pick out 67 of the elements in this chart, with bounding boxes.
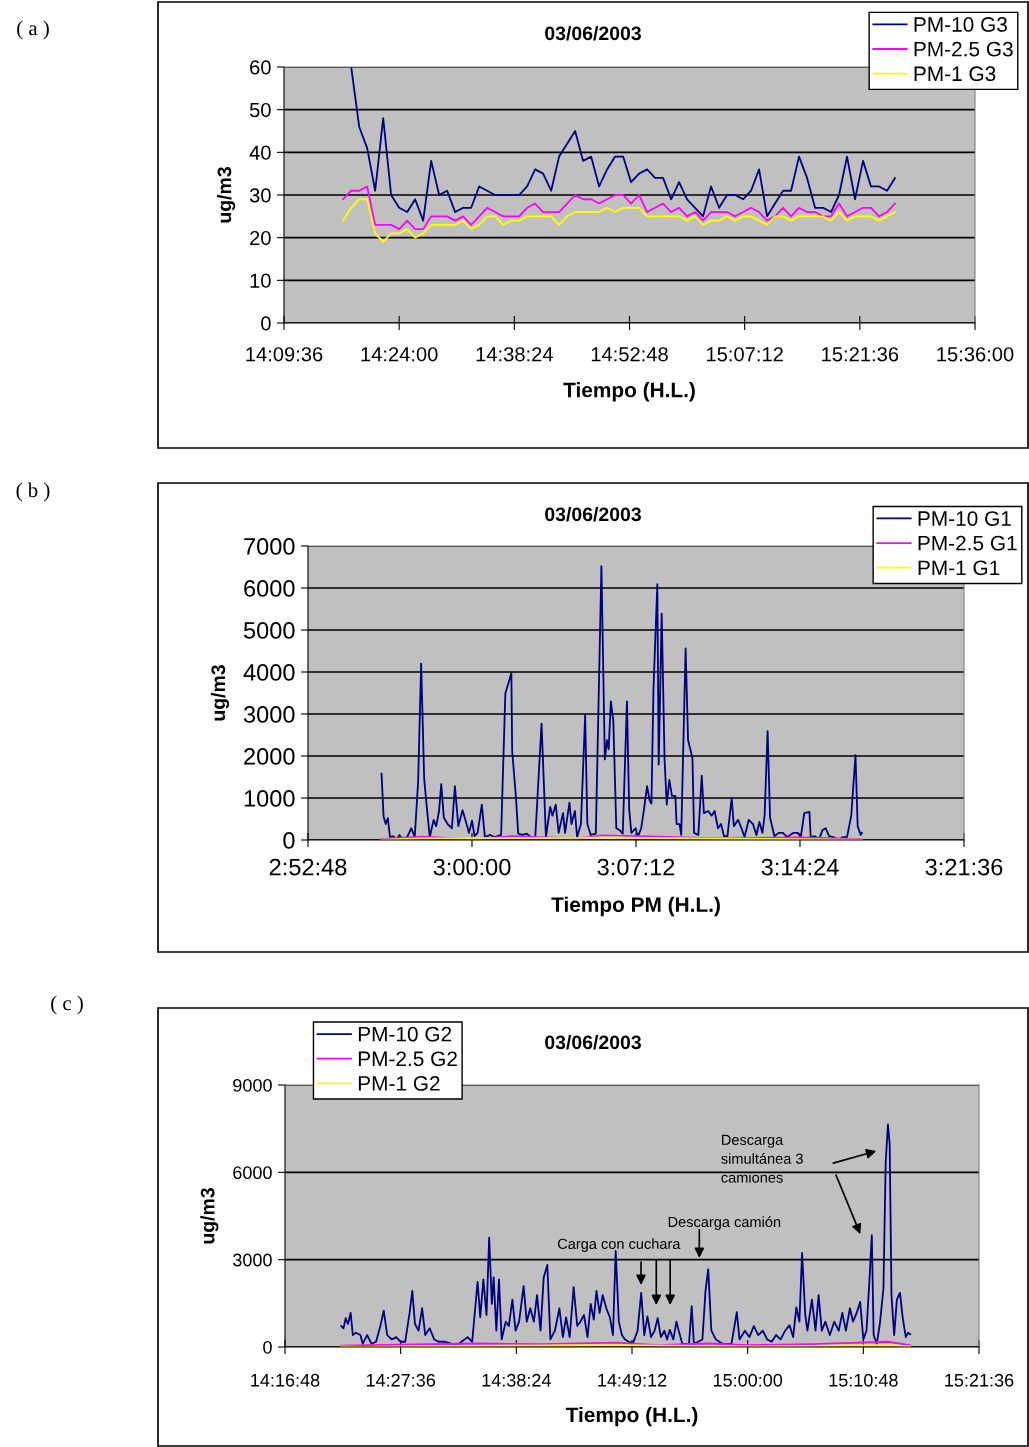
x-tick-label: 14:38:24 (476, 347, 553, 362)
legend-label: PM-10 G2 (358, 1026, 452, 1042)
line-series (342, 185, 896, 231)
y-axis-title: ug/m3 (210, 665, 230, 721)
x-tick-label: 15:10:48 (829, 1373, 898, 1387)
text: ( b ) (16, 482, 50, 502)
chart-title: 03/06/2003 (545, 25, 641, 41)
y-axis-title: ug/m3 (200, 1188, 219, 1244)
y-tick-label: 4000 (243, 664, 295, 681)
x-tick-label: 3:07:12 (597, 858, 675, 876)
y-tick-label: 0 (283, 832, 295, 849)
legend-label: PM-10 G3 (914, 17, 1007, 32)
x-axis-title: Tiempo (H.L.) (563, 382, 695, 402)
line-series (380, 565, 863, 840)
legend-label: PM-1 G2 (358, 1076, 440, 1091)
y-tick-label: 3000 (243, 706, 295, 723)
x-tick-label: 15:07:12 (707, 347, 783, 362)
legend-label: PM-2.5 G2 (358, 1051, 457, 1067)
legend-label: PM-10 G1 (918, 511, 1011, 526)
y-tick-label: 0 (261, 316, 271, 331)
y-tick-label: 50 (249, 102, 271, 118)
x-tick-label: 14:49:12 (598, 1373, 667, 1387)
y-tick-label: 5000 (243, 622, 295, 639)
legend-label: PM-2.5 G1 (918, 535, 1017, 551)
annotation: Descarga camión (668, 1216, 781, 1230)
x-tick-label: 3:00:00 (433, 858, 511, 876)
legend-label: PM-1 G1 (918, 560, 1000, 576)
y-tick-label: 0 (263, 1340, 272, 1354)
line-series (350, 67, 896, 222)
y-tick-label: 6000 (244, 580, 295, 597)
x-tick-label: 3:14:24 (761, 858, 839, 876)
legend-label: PM-1 G3 (914, 66, 996, 82)
x-tick-label: 14:38:24 (482, 1373, 551, 1387)
y-tick-label: 7000 (244, 538, 295, 555)
x-tick-label: 2:52:48 (269, 858, 347, 876)
x-tick-label: 15:00:00 (713, 1373, 783, 1387)
y-tick-label: 60 (250, 60, 271, 75)
text: ( c ) (51, 995, 83, 1015)
y-tick-label: 9000 (233, 1078, 272, 1092)
line-series (342, 198, 896, 243)
legend-label: PM-2.5 G3 (914, 41, 1013, 57)
y-tick-label: 10 (250, 273, 271, 288)
x-tick-label: 15:21:36 (822, 347, 899, 362)
x-tick-label: 14:09:36 (246, 347, 323, 362)
y-tick-label: 30 (249, 188, 271, 203)
x-tick-label: 3:21:36 (925, 858, 1003, 876)
y-axis-title: ug/m3 (217, 167, 236, 223)
y-tick-label: 1000 (244, 790, 295, 807)
x-tick-label: 15:36:00 (937, 347, 1014, 362)
x-tick-label: 14:27:36 (366, 1373, 436, 1387)
x-axis-title: Tiempo (H.L.) (565, 1406, 698, 1427)
x-tick-label: 14:24:00 (361, 347, 438, 362)
y-tick-label: 40 (249, 145, 271, 160)
x-tick-label: 14:16:48 (251, 1373, 320, 1387)
chart-title: 03/06/2003 (545, 1034, 641, 1050)
y-tick-label: 6000 (233, 1166, 272, 1180)
y-tick-label: 3000 (233, 1253, 272, 1267)
x-axis-title: Tiempo PM (H.L.) (551, 896, 720, 917)
text: ( a ) (17, 20, 49, 40)
y-tick-label: 2000 (244, 748, 295, 765)
x-tick-label: 15:21:36 (945, 1373, 1014, 1387)
annotation: Descarga simultánea 3 camiones (721, 1134, 803, 1183)
chart-title: 03/06/2003 (545, 506, 641, 522)
y-tick-label: 20 (250, 230, 271, 246)
line-series (340, 1123, 912, 1345)
annotation: Carga con cuchara (557, 1238, 681, 1252)
x-tick-label: 14:52:48 (591, 347, 668, 362)
